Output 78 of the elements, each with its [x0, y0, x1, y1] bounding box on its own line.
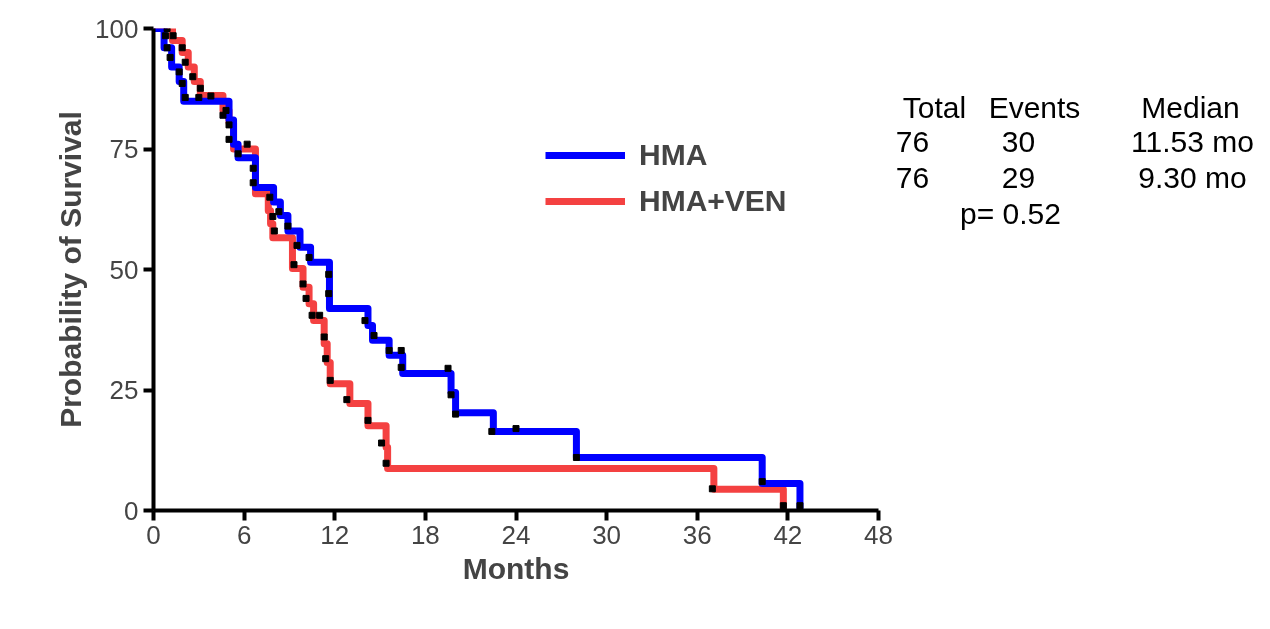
point [243, 140, 251, 148]
point [320, 333, 328, 341]
point [364, 416, 372, 424]
x-tick-label: 30 [592, 519, 622, 550]
point [207, 92, 215, 100]
point [572, 453, 580, 461]
x-tick-label: 0 [146, 519, 161, 550]
point [397, 346, 405, 354]
y-tick-label: 50 [109, 254, 139, 285]
point [196, 84, 204, 92]
point [758, 478, 766, 486]
text: 76 30 11.53 mo [895, 124, 1254, 159]
point [397, 363, 405, 371]
point [305, 253, 313, 261]
point [447, 391, 455, 399]
point [178, 44, 186, 52]
point [290, 261, 298, 269]
point [708, 485, 716, 493]
point [275, 208, 283, 216]
point [225, 121, 233, 129]
point [316, 311, 324, 319]
point [378, 439, 386, 447]
point [178, 79, 186, 87]
text: Total Events Median [902, 90, 1240, 124]
point [266, 193, 274, 201]
x-axis-title: Months [462, 551, 570, 585]
y-tick-label: 25 [109, 375, 139, 405]
point [308, 311, 316, 319]
text: 76 29 9.30 mo [895, 160, 1247, 195]
point [249, 179, 257, 187]
y-tick-label: 100 [95, 13, 139, 44]
point [302, 294, 310, 302]
point [169, 32, 177, 40]
x-tick-label: 12 [320, 519, 350, 550]
y-tick-label: 0 [124, 495, 139, 526]
point [452, 410, 460, 418]
point [189, 73, 197, 81]
point [779, 502, 787, 510]
legend-label: HMA+VEN [639, 184, 787, 218]
x-tick-label: 48 [864, 519, 893, 550]
point [326, 376, 334, 384]
point [181, 58, 189, 66]
x-tick-label: 42 [773, 519, 803, 550]
point [488, 427, 496, 435]
point [512, 425, 520, 433]
y-tick-label: 75 [109, 134, 139, 164]
x-tick-label: 18 [410, 519, 440, 550]
y-axis-title: Probability of Survival [54, 111, 88, 428]
point [796, 502, 804, 510]
point [370, 332, 378, 340]
point [225, 135, 233, 143]
point [234, 150, 242, 158]
point [163, 44, 171, 52]
legend-label: HMA [639, 138, 708, 172]
point [343, 396, 351, 404]
point [284, 222, 292, 230]
point [293, 241, 301, 249]
point [361, 317, 369, 325]
x-tick-label: 24 [501, 519, 531, 550]
point [385, 346, 393, 354]
point [249, 164, 257, 172]
point [166, 53, 174, 61]
point [322, 355, 330, 363]
point [181, 93, 189, 101]
point [325, 270, 333, 278]
point [325, 290, 333, 298]
text: p= 0.52 [960, 197, 1061, 231]
point [162, 32, 170, 40]
point [269, 212, 277, 220]
x-tick-label: 36 [682, 519, 712, 550]
point [444, 364, 452, 372]
x-tick-label: 6 [236, 519, 252, 550]
point [175, 68, 183, 76]
point [270, 227, 278, 235]
point [382, 459, 390, 467]
point [222, 106, 230, 114]
point [299, 280, 307, 288]
point [195, 93, 203, 101]
